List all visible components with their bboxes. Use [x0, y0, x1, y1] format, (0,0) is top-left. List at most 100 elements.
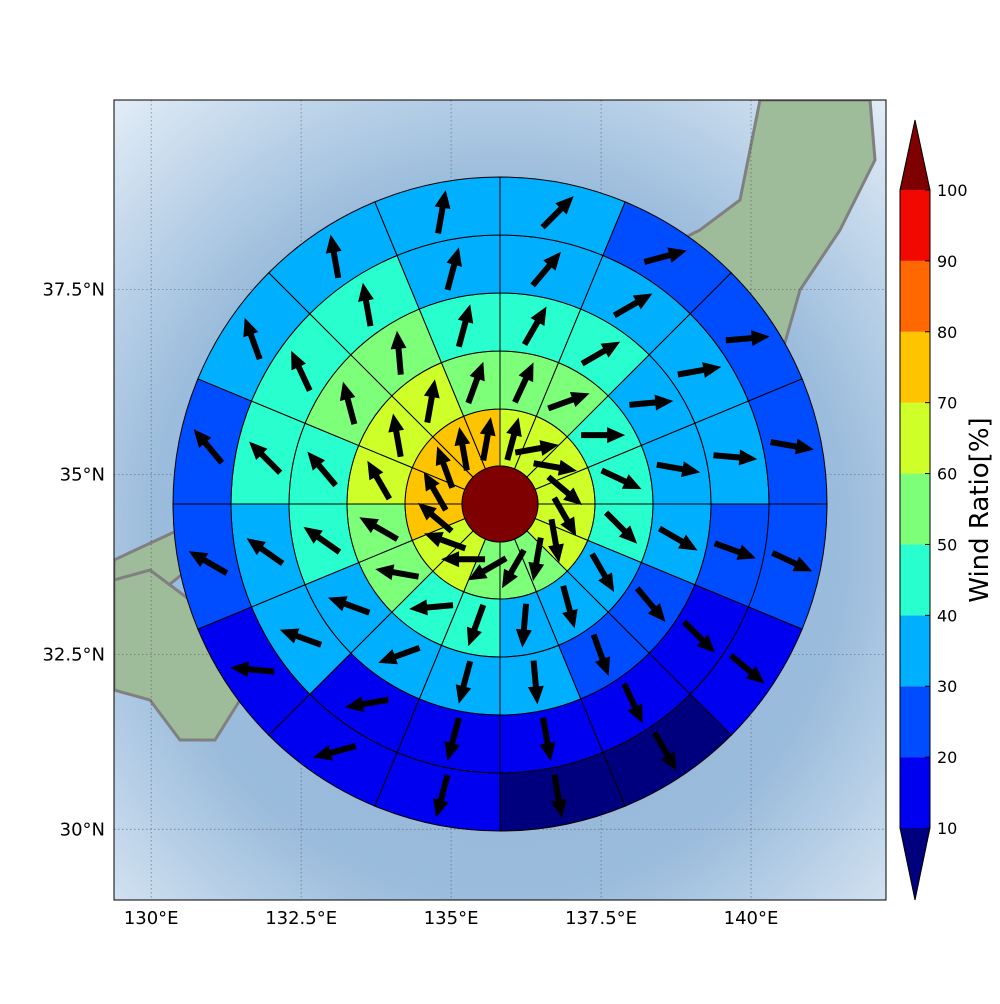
wind-arrow [433, 774, 451, 818]
wind-arrow [441, 551, 486, 568]
wind-arrow [188, 551, 229, 576]
wind-arrow [656, 461, 701, 478]
wind-arrow [417, 502, 454, 534]
wind-arrow [230, 661, 275, 678]
colorbar-band [900, 473, 930, 545]
center [461, 465, 539, 543]
wind-arrow [527, 660, 544, 705]
wind-arrow [444, 247, 462, 291]
wind-arrow [325, 234, 342, 279]
wind-arrow [359, 517, 399, 542]
wind-arrow [423, 471, 449, 512]
wind-arrow [193, 429, 225, 465]
wind-arrow [589, 552, 615, 592]
wind-arrow [303, 526, 342, 555]
wind-arrow [603, 510, 638, 544]
colorbar-band [900, 686, 930, 758]
wind-arrow [590, 633, 610, 677]
colorbar-tick-label: 100 [937, 181, 968, 200]
wind-arrow [621, 682, 643, 724]
y-tick-label: 30°N [60, 819, 105, 840]
wind-arrow [580, 341, 621, 367]
colorbar-tick-label: 20 [937, 748, 957, 767]
colorbar-band [900, 402, 930, 474]
wind-arrow [307, 451, 338, 488]
wind-arrow [243, 317, 263, 361]
wind-arrow [388, 413, 405, 458]
wind-arrow [548, 518, 564, 563]
wind-arrow [423, 379, 440, 424]
wind-arrow [651, 731, 677, 771]
arrows [188, 190, 814, 818]
wind-arrow [327, 596, 371, 616]
wind-arrow [339, 381, 358, 425]
x-tick-label: 132.5°E [265, 908, 337, 929]
colorbar-tick-label: 10 [937, 819, 957, 838]
wind-arrow [358, 282, 374, 327]
y-tick-label: 32.5°N [42, 644, 105, 665]
wind-arrow [629, 394, 674, 411]
wind-arrow [279, 628, 323, 648]
wind-arrow [313, 743, 357, 761]
wind-arrow [512, 362, 534, 404]
wind-arrow [444, 717, 462, 761]
wind-arrow [344, 696, 389, 713]
colorbar-band [900, 544, 930, 616]
wind-arrow [409, 599, 454, 616]
wind-arrow [681, 619, 716, 653]
wind-arrow [515, 603, 532, 648]
land [114, 568, 242, 742]
colorbar-band [900, 757, 930, 828]
frame [113, 99, 887, 901]
wind-arrow [560, 585, 578, 629]
wind-arrow [367, 460, 392, 501]
wind-arrow [467, 555, 508, 581]
wind-arrow [466, 603, 487, 647]
wind-arrow [713, 540, 757, 560]
wind-arrow [465, 361, 485, 405]
colorbar-band [900, 190, 930, 261]
wind-arrow [504, 417, 522, 461]
ticks: 130°E 132.5°E 135°E 137.5°E 140°E 30°N 32.5°N 3… [42, 279, 778, 929]
wind-arrow [540, 196, 574, 230]
wind-arrow [291, 350, 313, 392]
wind-arrow [455, 660, 474, 704]
wind-arrow [514, 440, 559, 456]
wind-arrow [546, 474, 583, 506]
wind-arrow [378, 644, 421, 665]
wind-arrow [728, 653, 765, 684]
x-tick-label: 137.5°E [565, 908, 637, 929]
wind-arrow [677, 362, 722, 378]
colorbar-tick-label: 80 [937, 323, 957, 342]
colorbar-tick-label: 70 [937, 394, 957, 413]
colorbar-tick-label: 40 [937, 606, 957, 625]
wind-arrow [551, 496, 577, 537]
wind-arrow [643, 247, 687, 265]
colorbar-tick-label: 90 [937, 252, 957, 271]
y-tick-label: 35°N [60, 465, 105, 486]
wind-arrow [521, 306, 547, 347]
colorbar-band [900, 331, 930, 403]
colorbar-tick-label: 30 [937, 677, 957, 696]
wind-arrow [501, 548, 527, 589]
wind-arrow [771, 550, 813, 572]
wind-arrow [479, 417, 496, 461]
colorbar: 10 20 30 40 50 60 70 80 90 100 [899, 119, 968, 901]
x-tick-label: 135°E [424, 908, 479, 929]
wind-arrow [455, 304, 474, 348]
wind-arrow [434, 190, 451, 234]
wind-arrow [539, 717, 556, 762]
wind-arrow [657, 525, 698, 551]
wind-arrow [390, 330, 407, 375]
wind-arrow [454, 427, 471, 471]
colorbar-band [900, 260, 930, 332]
wind-arrow [550, 774, 567, 818]
wind-arrow [770, 438, 814, 455]
colorbar-under [900, 828, 930, 900]
wind-arrow [533, 459, 577, 476]
colorbar-over [900, 120, 930, 190]
wind-arrow [528, 537, 545, 581]
sector [374, 176, 501, 257]
